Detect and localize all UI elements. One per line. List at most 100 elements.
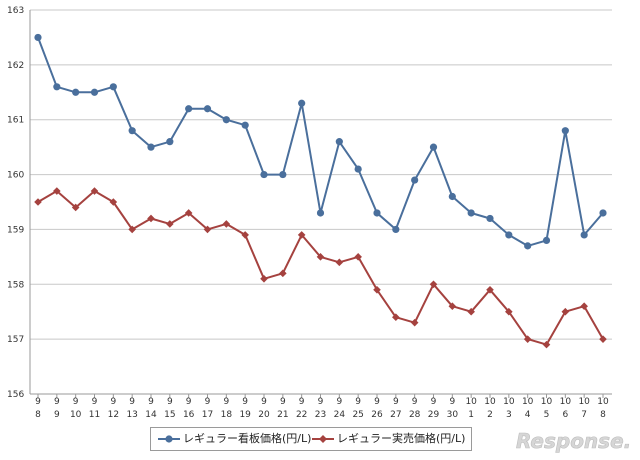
series-2-point-6 [147,214,155,223]
x-tick-label-day-0: 8 [35,410,41,420]
legend-label-series-2: レギュラー実売価格(円/L) [337,432,466,445]
series-1-point-3 [90,88,99,96]
series-2-point-25 [505,307,513,316]
x-tick-label-month-9: 9 [205,397,211,407]
series-2-point-28 [561,307,570,316]
series-1-point-23 [467,209,475,217]
series-1-point-4 [109,83,117,91]
x-tick-label-day-20: 28 [409,410,421,420]
x-tick-label-month-21: 9 [431,397,437,407]
series-2-point-21 [429,280,438,289]
x-tick-label-month-8: 9 [186,397,192,407]
x-tick-label-month-30: 10 [597,397,609,407]
y-axis-ticks: 156 157 158 159 160 161 162 163 [7,6,24,400]
series-2-point-20 [410,318,419,327]
x-tick-label-month-26: 10 [522,397,534,407]
series-2-point-17 [354,253,362,261]
x-tick-label-month-3: 9 [92,397,98,407]
x-tick-label-day-24: 2 [487,410,493,420]
series-1-point-12 [260,170,268,179]
x-tick-label-day-13: 21 [277,410,288,420]
x-tick-label-day-16: 24 [334,410,346,420]
response-logo-watermark: Response. [514,428,634,454]
series-1-point-21 [429,143,438,151]
series-1-point-10 [222,116,230,124]
series-2-point-2 [71,203,80,212]
x-tick-label-month-18: 9 [374,397,380,407]
x-tick-label-day-23: 1 [468,410,474,420]
x-tick-label-month-19: 9 [393,397,399,407]
y-tick-label-156: 156 [7,390,24,400]
x-tick-label-month-6: 9 [148,397,154,407]
x-tick-label-day-30: 8 [600,410,606,420]
y-tick-label-158: 158 [7,280,24,290]
x-axis-ticks: 9899910911912913914915916917918919920921… [35,394,609,420]
series-1-point-5 [128,127,136,135]
x-tick-label-day-15: 23 [315,410,326,420]
series-2 [34,187,607,349]
series-2-point-3 [90,187,99,195]
series-1-point-24 [486,214,494,223]
series-1-point-13 [279,170,287,179]
series-1-point-28 [561,127,569,135]
gridlines [30,9,612,340]
series-2-point-1 [53,187,61,195]
series-1-point-27 [542,236,551,244]
x-tick-label-month-17: 9 [355,397,361,407]
x-tick-label-month-0: 9 [35,397,41,407]
series-1-point-16 [335,138,343,146]
x-tick-label-day-9: 17 [202,410,213,420]
x-tick-label-month-15: 9 [318,397,324,407]
x-tick-label-day-7: 15 [164,410,175,420]
series-2-point-4 [109,198,118,206]
series-1-point-15 [316,209,325,217]
x-tick-label-day-21: 29 [428,410,440,420]
svg-text:Response.: Response. [516,429,631,453]
x-tick-label-day-22: 30 [447,410,459,420]
x-tick-label-day-27: 5 [544,410,550,420]
series-2-point-7 [166,220,174,228]
series-2-point-27 [542,340,551,349]
series-1-point-2 [72,88,80,96]
x-tick-label-day-4: 12 [108,410,119,420]
x-tick-label-month-20: 9 [412,397,418,407]
x-tick-label-day-5: 13 [126,410,137,420]
x-tick-label-month-4: 9 [110,397,116,407]
legend-label-series-1: レギュラー看板価格(円/L) [183,432,312,445]
series-2-point-12 [260,275,268,283]
series-1-point-6 [147,143,155,151]
legend-marker-circle-icon [158,435,180,443]
x-tick-label-month-29: 10 [578,397,590,407]
x-tick-label-month-5: 9 [129,397,135,407]
x-tick-label-day-26: 4 [525,410,531,420]
x-tick-label-month-13: 9 [280,397,286,407]
series-layer [34,33,607,349]
x-tick-label-month-14: 9 [299,397,305,407]
series-1-point-9 [203,105,212,113]
series-2-point-30 [599,335,607,343]
x-tick-label-month-10: 9 [223,397,229,407]
y-tick-label-163: 163 [7,6,24,16]
x-tick-label-day-12: 20 [258,410,270,420]
series-1-point-14 [298,99,306,107]
x-tick-label-day-28: 6 [562,410,568,420]
series-1-point-29 [580,231,588,239]
x-tick-label-day-10: 18 [221,410,233,420]
x-tick-label-month-2: 9 [73,397,79,407]
x-tick-label-month-12: 9 [261,397,267,407]
y-tick-label-159: 159 [7,225,24,235]
x-tick-label-day-17: 25 [352,410,363,420]
y-tick-label-161: 161 [7,116,24,126]
series-2-point-13 [279,269,287,278]
series-2-point-0 [34,198,42,206]
series-1-point-30 [599,209,607,217]
series-1-point-19 [392,225,400,234]
series-2-point-9 [203,225,212,234]
x-tick-label-day-8: 16 [183,410,195,420]
series-2-point-11 [241,231,249,239]
series-2-point-16 [335,258,344,267]
series-2-point-18 [373,285,381,294]
series-1-point-0 [34,33,42,42]
y-tick-label-160: 160 [7,171,24,181]
